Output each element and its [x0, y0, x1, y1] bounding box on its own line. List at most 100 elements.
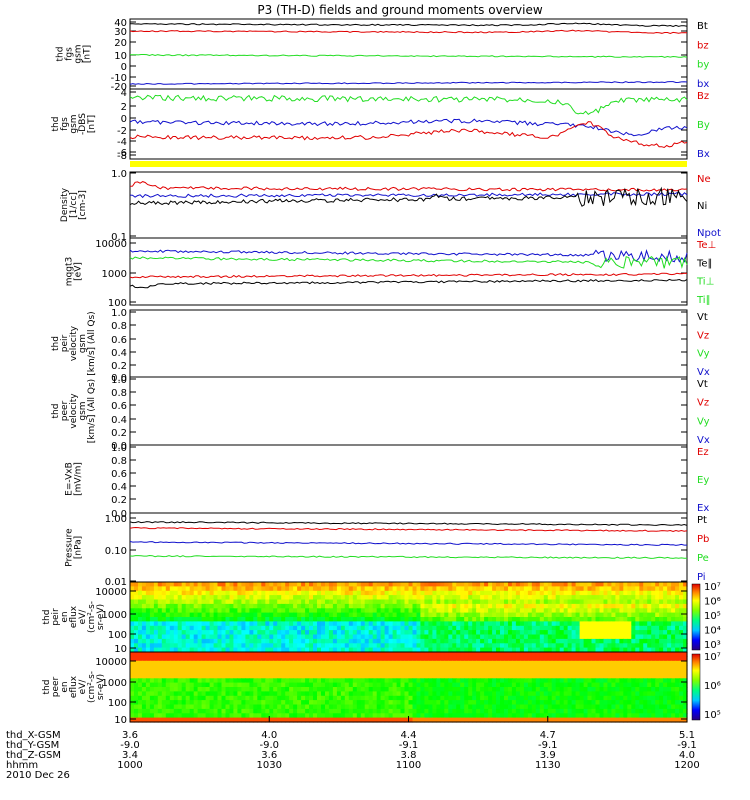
- spectrogram-cell: [412, 669, 418, 675]
- spectrogram-cell: [400, 656, 406, 662]
- spectrogram-cell: [476, 647, 481, 653]
- spectrogram-cell: [392, 643, 398, 649]
- spectrogram-cell: [444, 713, 449, 719]
- spectrogram-cell: [559, 582, 565, 587]
- spectrogram-cell: [591, 621, 597, 627]
- spectrogram-cell: [169, 608, 175, 614]
- spectrogram-cell: [197, 660, 203, 666]
- spectrogram-cell: [587, 687, 593, 692]
- spectrogram-cell: [201, 586, 207, 592]
- spectrogram-cell: [237, 643, 242, 649]
- spectrogram-cell: [523, 608, 529, 614]
- spectrogram-cell: [555, 652, 561, 657]
- spectrogram-cell: [643, 603, 648, 609]
- spectrogram-cell: [452, 695, 457, 701]
- spectrogram-cell: [619, 652, 624, 657]
- spectrogram-cell: [317, 643, 322, 649]
- spectrogram-cell: [531, 634, 537, 640]
- spectrogram-cell: [539, 590, 545, 596]
- spectrogram-cell: [293, 700, 298, 706]
- spectrogram-cell: [523, 590, 529, 596]
- spectrogram-cell: [336, 660, 342, 666]
- spectrogram-cell: [679, 673, 684, 679]
- spectrogram-cell: [181, 717, 187, 723]
- spectrogram-cell: [424, 704, 429, 710]
- spectrogram-cell: [201, 669, 207, 675]
- spectrogram-cell: [193, 691, 199, 697]
- spectrogram-cell: [348, 590, 354, 596]
- spectrogram-cell: [555, 695, 561, 701]
- spectrogram-cell: [583, 660, 589, 666]
- spectrogram-cell: [189, 595, 195, 601]
- spectrogram-cell: [551, 708, 557, 714]
- spectrogram-cell: [500, 582, 505, 587]
- spectrogram-cell: [269, 700, 274, 706]
- spectrogram-cell: [492, 708, 497, 714]
- spectrogram-cell: [384, 708, 390, 714]
- spectrogram-cell: [444, 634, 449, 640]
- spectrogram-cell: [217, 647, 223, 653]
- spectrogram-cell: [591, 673, 597, 679]
- spectrogram-cell: [420, 708, 425, 714]
- spectrogram-cell: [468, 660, 473, 666]
- spectrogram-cell: [428, 682, 433, 688]
- spectrogram-cell: [428, 638, 433, 644]
- spectrogram-cell: [189, 638, 195, 644]
- spectrogram-cell: [313, 704, 318, 710]
- spectrogram-cell: [138, 617, 143, 622]
- spectrogram-cell: [348, 660, 354, 666]
- spectrogram-cell: [388, 643, 394, 649]
- spectrogram-cell: [261, 682, 266, 688]
- spectrogram-cell: [508, 586, 513, 592]
- spectrogram-cell: [563, 630, 569, 636]
- spectrogram-cell: [504, 691, 509, 697]
- spectrogram-cell: [472, 665, 477, 671]
- spectrogram-cell: [388, 590, 394, 596]
- spectrogram-cell: [543, 586, 549, 592]
- spectrogram-cell: [305, 625, 310, 631]
- spectrogram-cell: [416, 665, 422, 671]
- spectrogram-cell: [492, 612, 497, 618]
- spectrogram-cell: [412, 603, 418, 609]
- spectrogram-cell: [130, 617, 135, 622]
- spectrogram-cell: [671, 634, 676, 640]
- spectrogram-cell: [376, 713, 382, 719]
- spectrogram-cell: [360, 660, 366, 666]
- spectrogram-cell: [388, 625, 394, 631]
- spectrogram-cell: [667, 638, 672, 644]
- spectrogram-cell: [313, 656, 318, 662]
- spectrogram-cell: [500, 617, 505, 622]
- spectrogram-cell: [233, 717, 238, 723]
- y-tick-label: 4: [121, 88, 127, 99]
- spectrogram-cell: [217, 625, 223, 631]
- spectrogram-cell: [241, 700, 246, 706]
- spectrogram-cell: [165, 695, 171, 701]
- spectrogram-cell: [631, 599, 636, 605]
- spectrogram-cell: [515, 647, 521, 653]
- spectrogram-cell: [683, 612, 688, 618]
- spectrogram-cell: [265, 656, 270, 662]
- spectrogram-cell: [360, 647, 366, 653]
- spectrogram-cell: [488, 673, 493, 679]
- spectrogram-cell: [134, 621, 139, 627]
- spectrogram-cell: [647, 652, 652, 657]
- spectrogram-cell: [149, 643, 155, 649]
- spectrogram-cell: [531, 630, 537, 636]
- spectrogram-cell: [344, 665, 350, 671]
- spectrogram-cell: [221, 595, 227, 601]
- spectrogram-cell: [496, 634, 501, 640]
- spectrogram-cell: [639, 708, 644, 714]
- spectrogram-cell: [313, 665, 318, 671]
- spectrogram-cell: [555, 586, 561, 592]
- spectrogram-cell: [583, 608, 589, 614]
- spectrogram-cell: [185, 621, 191, 627]
- spectrogram-cell: [599, 625, 605, 631]
- spectrogram-cell: [372, 586, 378, 592]
- spectrogram-cell: [627, 695, 632, 701]
- spectrogram-cell: [571, 695, 577, 701]
- spectrogram-cell: [563, 717, 569, 723]
- spectrogram-cell: [360, 678, 366, 684]
- spectrogram-cell: [229, 586, 235, 592]
- spectrogram-cell: [515, 708, 521, 714]
- spectrogram-cell: [305, 582, 310, 587]
